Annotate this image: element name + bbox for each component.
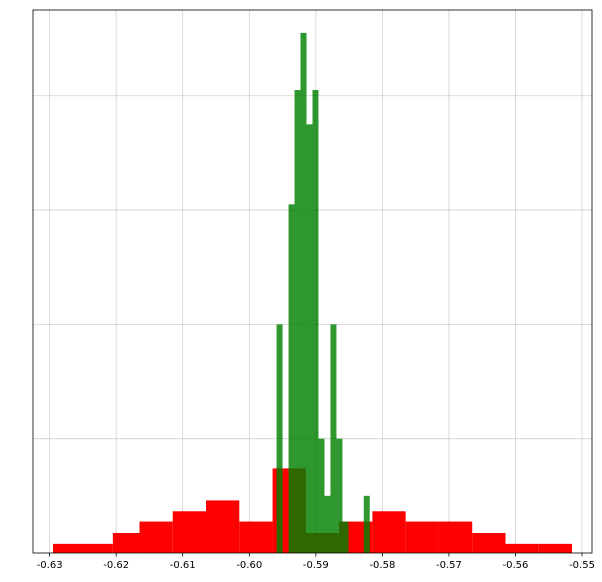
histogram-bar-red xyxy=(206,500,240,553)
x-tick-label: -0.55 xyxy=(569,560,595,571)
histogram-bar-green xyxy=(306,124,313,553)
histogram-bar-green xyxy=(312,90,319,553)
histogram-bar-red xyxy=(112,532,140,553)
histogram-bar-red xyxy=(52,543,113,553)
histogram-bar-red xyxy=(472,532,506,553)
histogram-bar-green xyxy=(363,495,370,553)
histogram-bar-green xyxy=(294,90,301,553)
x-tick-label: -0.60 xyxy=(236,560,262,571)
x-tick-label: -0.56 xyxy=(503,560,529,571)
histogram-bar-green xyxy=(300,32,307,553)
histogram-bar-red xyxy=(139,521,173,553)
axes: -0.63 -0.62 -0.61 -0.60 -0.59 -0.58 -0.57 -0.56… xyxy=(32,9,595,571)
histogram-bar-red xyxy=(505,543,539,553)
x-tick-label: -0.63 xyxy=(37,560,63,571)
histogram-bar-red xyxy=(172,511,207,553)
histogram-bar-green xyxy=(276,324,283,553)
histogram-bar-green xyxy=(330,324,337,553)
histogram-bar-green xyxy=(318,438,325,553)
x-tick-label: -0.57 xyxy=(436,560,462,571)
x-tick-label: -0.59 xyxy=(303,560,329,571)
x-tick-label: -0.61 xyxy=(170,560,196,571)
histogram-bar-red xyxy=(239,521,273,553)
histogram-bar-red xyxy=(372,511,406,553)
x-tick-label: -0.58 xyxy=(369,560,395,571)
histogram-bar-green xyxy=(324,495,331,553)
histogram-bar-green xyxy=(336,438,343,553)
histogram-bar-red xyxy=(538,543,573,553)
histogram-bar-green xyxy=(288,204,295,553)
histogram-bar-red xyxy=(405,521,439,553)
histogram-bar-green xyxy=(342,521,349,553)
x-tick-label: -0.62 xyxy=(103,560,129,571)
histogram-bar-red xyxy=(438,521,473,553)
plot-frame xyxy=(32,9,593,554)
histogram-bars xyxy=(52,32,573,553)
